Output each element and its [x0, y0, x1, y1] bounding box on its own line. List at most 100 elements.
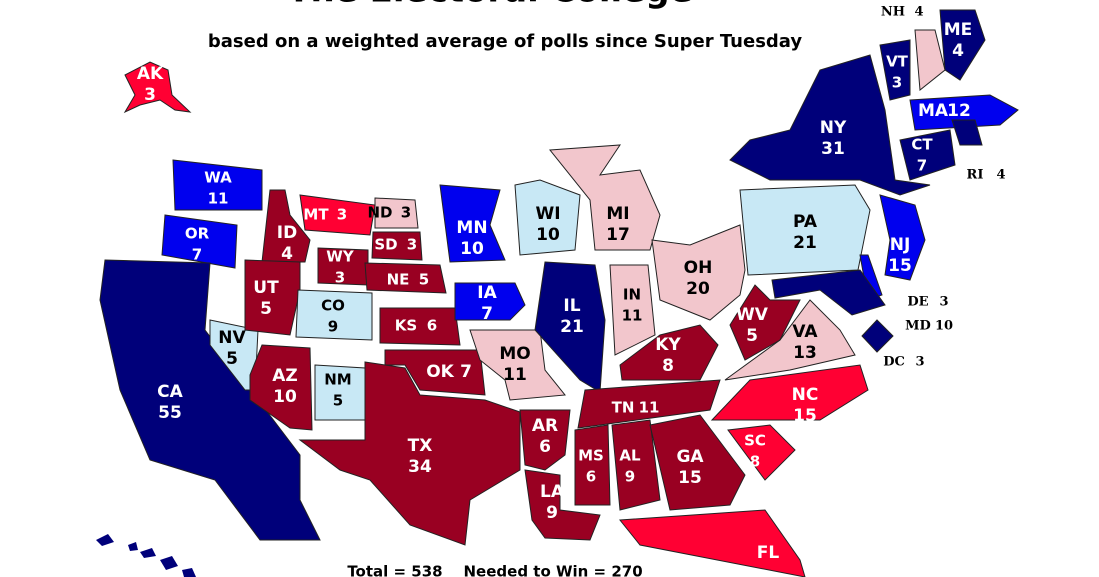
state-shape	[379, 307, 461, 346]
state-shape	[524, 469, 601, 541]
state-abbr: AZ	[272, 366, 297, 386]
state-abbr: DE	[907, 295, 928, 310]
state-abbr: MI	[606, 204, 629, 224]
state-votes: 5	[419, 271, 429, 289]
state-abbr: MA	[918, 101, 949, 121]
state-votes: 3	[915, 355, 924, 370]
state-shape	[514, 179, 581, 256]
state-votes: 5	[260, 299, 272, 319]
state-abbr: NY	[820, 118, 847, 138]
state-shape	[619, 324, 719, 381]
state-abbr: NM	[324, 371, 351, 389]
state-abbr: FL	[757, 543, 780, 563]
state-abbr: KY	[655, 335, 681, 355]
state-shape	[295, 289, 373, 341]
state-shape	[454, 282, 526, 321]
state-abbr: WI	[535, 204, 560, 224]
state-shape	[611, 419, 661, 511]
state-shape	[879, 194, 926, 281]
footer: Total = 538 Needed to Win = 270	[347, 563, 642, 577]
state-shape	[364, 262, 447, 294]
state-shape	[710, 364, 869, 421]
state-abbr: OH	[684, 258, 713, 278]
state-abbr: LA	[540, 482, 565, 502]
state-shape	[739, 184, 871, 276]
state-abbr: CA	[157, 382, 183, 402]
state-abbr: NV	[218, 328, 246, 348]
state-votes: 10	[935, 319, 953, 334]
state-shape	[577, 379, 721, 429]
state-votes: 4	[952, 41, 964, 61]
state-abbr: ID	[277, 223, 297, 243]
state-abbr: TN	[612, 399, 635, 417]
state-votes: 4	[996, 168, 1005, 183]
state-abbr: PA	[793, 212, 818, 232]
state-votes: 34	[408, 457, 432, 477]
state-votes: 7	[192, 246, 202, 264]
state-votes: 11	[208, 190, 229, 208]
state-abbr: IN	[623, 286, 641, 304]
state-shape	[909, 94, 1019, 131]
state-shape	[729, 284, 801, 361]
state-votes: 3	[144, 85, 156, 105]
state-votes: 11	[639, 399, 660, 417]
state-shape	[861, 319, 894, 353]
state-abbr: SD	[374, 236, 397, 254]
state-abbr: MO	[499, 344, 530, 364]
title: The Electoral College	[287, 0, 692, 11]
state-shape	[299, 194, 376, 236]
state-votes: 8	[750, 453, 760, 471]
state-abbr: VT	[886, 53, 909, 71]
state-shape	[727, 424, 796, 481]
state-abbr: OR	[185, 225, 210, 243]
hawaii	[96, 534, 196, 577]
state-votes: 15	[888, 256, 912, 276]
state-abbr: AK	[137, 64, 164, 84]
state-abbr: NJ	[890, 235, 911, 255]
state-shape	[609, 264, 656, 356]
state-shape	[439, 184, 506, 263]
state-votes: 20	[686, 279, 710, 299]
state-abbr: MD	[905, 319, 931, 334]
state-votes: 3	[939, 295, 948, 310]
state-shape	[729, 54, 931, 196]
state-abbr: CT	[911, 136, 933, 154]
state-abbr: DC	[883, 355, 905, 370]
subtitle: based on a weighted average of polls sin…	[208, 31, 803, 52]
state-votes: 5	[226, 349, 238, 369]
state-shape	[651, 224, 746, 321]
state-abbr: AL	[619, 447, 641, 465]
state-abbr: IA	[477, 283, 497, 303]
state-votes: 10	[273, 387, 297, 407]
state-shape	[519, 409, 571, 471]
state-shape	[244, 259, 301, 336]
state-abbr: ND	[367, 204, 392, 222]
state-votes: 3	[335, 269, 345, 287]
state-votes: 7	[460, 362, 472, 382]
state-abbr: IL	[563, 296, 580, 316]
state-votes: 4	[281, 244, 293, 264]
state-votes: 3	[337, 206, 347, 224]
state-shape	[123, 61, 192, 114]
state-shape	[771, 269, 886, 316]
state-votes: 9	[328, 318, 338, 336]
state-shape	[649, 414, 746, 511]
state-votes: 6	[586, 468, 596, 486]
state-abbr: SC	[744, 432, 766, 450]
state-abbr: TX	[408, 436, 433, 456]
state-abbr: MS	[578, 447, 604, 465]
state-abbr: NE	[387, 271, 410, 289]
state-votes: 8	[662, 356, 674, 376]
state-votes: 9	[625, 468, 635, 486]
state-shape	[619, 509, 806, 577]
state-votes: 9	[546, 503, 558, 523]
state-shape	[99, 259, 321, 541]
state-votes: 12	[947, 101, 971, 121]
state-shape	[939, 9, 986, 81]
state-shape	[172, 159, 263, 211]
state-votes: 15	[678, 468, 702, 488]
state-votes: 13	[793, 343, 817, 363]
state-votes: 15	[793, 406, 817, 426]
